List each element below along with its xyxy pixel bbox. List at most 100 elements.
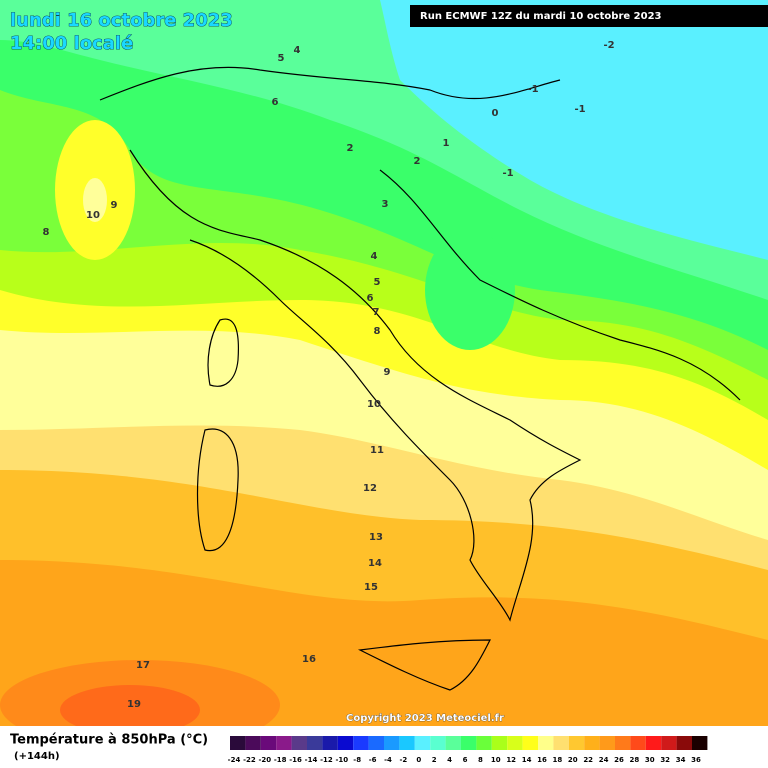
contour-label: 9	[111, 200, 118, 211]
contour-label: -1	[502, 168, 513, 179]
contour-label: 1	[443, 138, 450, 149]
color-swatch	[368, 736, 384, 750]
colorbar-tick-label: 26	[614, 756, 624, 764]
contour-label: 16	[302, 654, 316, 665]
contour-label: 5	[278, 53, 285, 64]
temperature-field	[0, 0, 768, 750]
color-swatch	[337, 736, 354, 750]
colorbar-tick-label: -16	[289, 756, 302, 764]
color-swatch	[630, 736, 646, 750]
colorbar-tick-label: 36	[691, 756, 701, 764]
colorbar-tick-label: 20	[568, 756, 578, 764]
colorbar-tick-label: 12	[506, 756, 516, 764]
color-swatch	[476, 736, 492, 750]
contour-label: 10	[86, 210, 100, 221]
contour-label: 15	[364, 582, 378, 593]
contour-label: 9	[384, 367, 391, 378]
color-swatch	[260, 736, 277, 750]
color-swatch	[461, 736, 477, 750]
color-swatch	[291, 736, 307, 750]
date-title: lundi 16 octobre 2023	[10, 10, 233, 31]
run-label: Run ECMWF 12Z du mardi 10 octobre 2023	[420, 11, 662, 22]
contour-label: 6	[367, 293, 374, 304]
colorbar-tick-label: 18	[553, 756, 563, 764]
contour-label: 13	[369, 532, 383, 543]
colorbar-tick-label: 34	[676, 756, 686, 764]
color-swatch	[692, 736, 708, 750]
color-swatch	[245, 736, 261, 750]
color-swatch	[584, 736, 600, 750]
contour-label: 7	[373, 307, 380, 318]
coastlines	[99, 66, 741, 691]
contour-label: 4	[371, 251, 378, 262]
contour-label: -1	[574, 104, 585, 115]
colorbar-tick-label: -24	[228, 756, 241, 764]
colorbar-tick-label: -6	[369, 756, 377, 764]
contour-label: 0	[492, 108, 499, 119]
lead-time: (+144h)	[14, 751, 60, 762]
colorbar-tick-label: 0	[416, 756, 421, 764]
contour-label: 6	[272, 97, 279, 108]
colorbar-tick-label: -10	[335, 756, 348, 764]
colorbar-tick-label: 4	[447, 756, 452, 764]
colorbar-tick-label: -4	[384, 756, 392, 764]
colorbar-tick-label: -20	[258, 756, 271, 764]
contour-label: 10	[367, 399, 381, 410]
color-swatch	[276, 736, 292, 750]
contour-label: -1	[527, 84, 538, 95]
colorbar-tick-label: 8	[478, 756, 483, 764]
contour-label: 8	[374, 326, 381, 337]
colorbar-tick-label: -8	[353, 756, 361, 764]
contour-label: 4	[294, 45, 301, 56]
colorbar-tick-label: 30	[645, 756, 655, 764]
color-swatch	[307, 736, 323, 750]
colorbar: -24 -22 -20 -18 -16 -14 -12 -10 -8 -6 -4 -2 0 2 4 6 8 10 1…	[228, 736, 708, 764]
contour-label: 14	[368, 558, 382, 569]
color-swatch	[538, 736, 554, 750]
contour-label: 11	[370, 445, 384, 456]
colorbar-tick-label: 16	[537, 756, 547, 764]
colorbar-tick-label: -22	[243, 756, 256, 764]
colorbar-tick-label: 28	[630, 756, 640, 764]
color-swatch	[676, 736, 692, 750]
color-swatch	[615, 736, 631, 750]
copyright: Copyright 2023 Meteociel.fr	[346, 713, 504, 724]
run-box	[410, 5, 768, 27]
colorbar-tick-label: 32	[660, 756, 670, 764]
contour-label: 17	[136, 660, 150, 671]
contour-label: 8	[43, 227, 50, 238]
color-swatch	[445, 736, 461, 750]
colorbar-tick-label: 14	[522, 756, 532, 764]
colorbar-tick-label: 6	[463, 756, 468, 764]
color-swatch	[414, 736, 431, 750]
colorbar-tick-label: 24	[599, 756, 609, 764]
time-title: 14:00 localé	[10, 33, 133, 54]
contour-label: 19	[127, 699, 141, 710]
color-swatch	[522, 736, 538, 750]
color-swatch	[568, 736, 585, 750]
colorbar-tick-label: 10	[491, 756, 501, 764]
contour-label: 12	[363, 483, 377, 494]
color-swatch	[430, 736, 446, 750]
color-swatch	[353, 736, 369, 750]
color-swatch	[507, 736, 523, 750]
colorbar-tick-label: -18	[274, 756, 287, 764]
colorbar-tick-label: -2	[400, 756, 408, 764]
footer-title: Température à 850hPa (°C)	[10, 733, 208, 748]
color-swatch	[599, 736, 615, 750]
color-swatch	[230, 736, 246, 750]
contour-label: 2	[347, 143, 354, 154]
color-swatch	[384, 736, 400, 750]
color-swatch	[399, 736, 415, 750]
colorbar-tick-label: 22	[583, 756, 593, 764]
contour-label: 5	[374, 277, 381, 288]
colorbar-tick-label: -14	[305, 756, 318, 764]
contour-label: 2	[414, 156, 421, 167]
color-swatch	[645, 736, 662, 750]
color-swatch	[553, 736, 569, 750]
color-swatch	[661, 736, 677, 750]
color-swatch	[491, 736, 508, 750]
color-swatch	[322, 736, 338, 750]
